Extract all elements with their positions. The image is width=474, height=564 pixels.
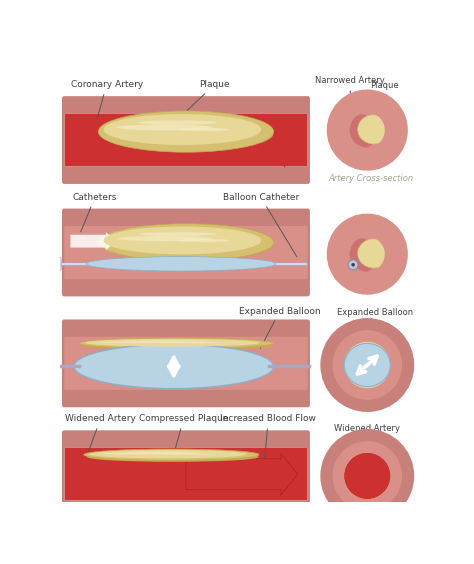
Circle shape xyxy=(344,453,390,499)
Ellipse shape xyxy=(101,116,273,152)
Circle shape xyxy=(338,225,396,283)
FancyBboxPatch shape xyxy=(64,226,308,279)
Circle shape xyxy=(351,263,355,267)
Circle shape xyxy=(342,238,377,274)
Text: Coronary Artery: Coronary Artery xyxy=(71,80,143,118)
Ellipse shape xyxy=(123,452,202,453)
Text: Expanded Balloon: Expanded Balloon xyxy=(337,308,413,343)
FancyBboxPatch shape xyxy=(64,448,308,501)
Ellipse shape xyxy=(85,339,260,347)
Text: Balloon Catheter: Balloon Catheter xyxy=(222,192,299,257)
Ellipse shape xyxy=(358,115,390,144)
FancyBboxPatch shape xyxy=(41,257,61,271)
Bar xyxy=(65,114,307,166)
Ellipse shape xyxy=(87,452,259,462)
FancyBboxPatch shape xyxy=(64,337,308,390)
FancyBboxPatch shape xyxy=(62,430,310,518)
FancyBboxPatch shape xyxy=(62,319,310,407)
Ellipse shape xyxy=(79,338,273,349)
Circle shape xyxy=(332,329,403,400)
Text: Expanded Balloon: Expanded Balloon xyxy=(239,306,321,349)
Circle shape xyxy=(332,440,403,512)
Text: Compressed Plaque: Compressed Plaque xyxy=(139,415,228,460)
Circle shape xyxy=(332,219,403,289)
Bar xyxy=(65,448,307,500)
Ellipse shape xyxy=(86,257,276,271)
Ellipse shape xyxy=(358,239,390,268)
Ellipse shape xyxy=(98,111,273,152)
Ellipse shape xyxy=(104,114,261,145)
FancyBboxPatch shape xyxy=(64,113,308,166)
Text: Plaque: Plaque xyxy=(370,81,399,120)
Ellipse shape xyxy=(102,453,199,455)
Ellipse shape xyxy=(101,229,273,261)
Circle shape xyxy=(332,95,403,165)
FancyArrow shape xyxy=(71,232,117,250)
Ellipse shape xyxy=(138,121,217,125)
FancyBboxPatch shape xyxy=(40,359,60,373)
Circle shape xyxy=(344,453,390,499)
Ellipse shape xyxy=(89,450,246,459)
Ellipse shape xyxy=(104,227,261,254)
Circle shape xyxy=(338,336,396,394)
Text: Artery Cross-section: Artery Cross-section xyxy=(328,174,414,183)
Circle shape xyxy=(338,101,396,159)
Bar xyxy=(65,227,307,278)
Ellipse shape xyxy=(100,341,206,343)
Ellipse shape xyxy=(177,239,230,242)
FancyBboxPatch shape xyxy=(62,96,310,184)
Ellipse shape xyxy=(117,236,213,241)
Ellipse shape xyxy=(98,224,273,261)
Ellipse shape xyxy=(344,343,390,387)
Ellipse shape xyxy=(117,125,213,130)
Ellipse shape xyxy=(339,338,395,391)
Ellipse shape xyxy=(166,342,225,343)
Ellipse shape xyxy=(74,344,273,389)
Text: Widened Artery: Widened Artery xyxy=(334,424,400,449)
Text: Plaque: Plaque xyxy=(180,80,230,117)
FancyArrow shape xyxy=(210,141,298,168)
Ellipse shape xyxy=(138,232,217,236)
Ellipse shape xyxy=(177,128,230,131)
Text: Catheters: Catheters xyxy=(73,192,117,232)
Text: Increased Blood Flow: Increased Blood Flow xyxy=(220,415,316,465)
Ellipse shape xyxy=(163,453,215,455)
Text: Narrowed Artery: Narrowed Artery xyxy=(316,76,385,121)
Ellipse shape xyxy=(84,449,259,460)
FancyArrow shape xyxy=(186,453,298,495)
FancyBboxPatch shape xyxy=(62,209,310,296)
Circle shape xyxy=(348,260,358,270)
Text: Widened Artery: Widened Artery xyxy=(65,415,136,452)
Bar xyxy=(65,338,307,389)
Circle shape xyxy=(338,447,396,505)
Circle shape xyxy=(342,114,377,149)
Ellipse shape xyxy=(340,451,394,501)
Ellipse shape xyxy=(82,341,273,350)
